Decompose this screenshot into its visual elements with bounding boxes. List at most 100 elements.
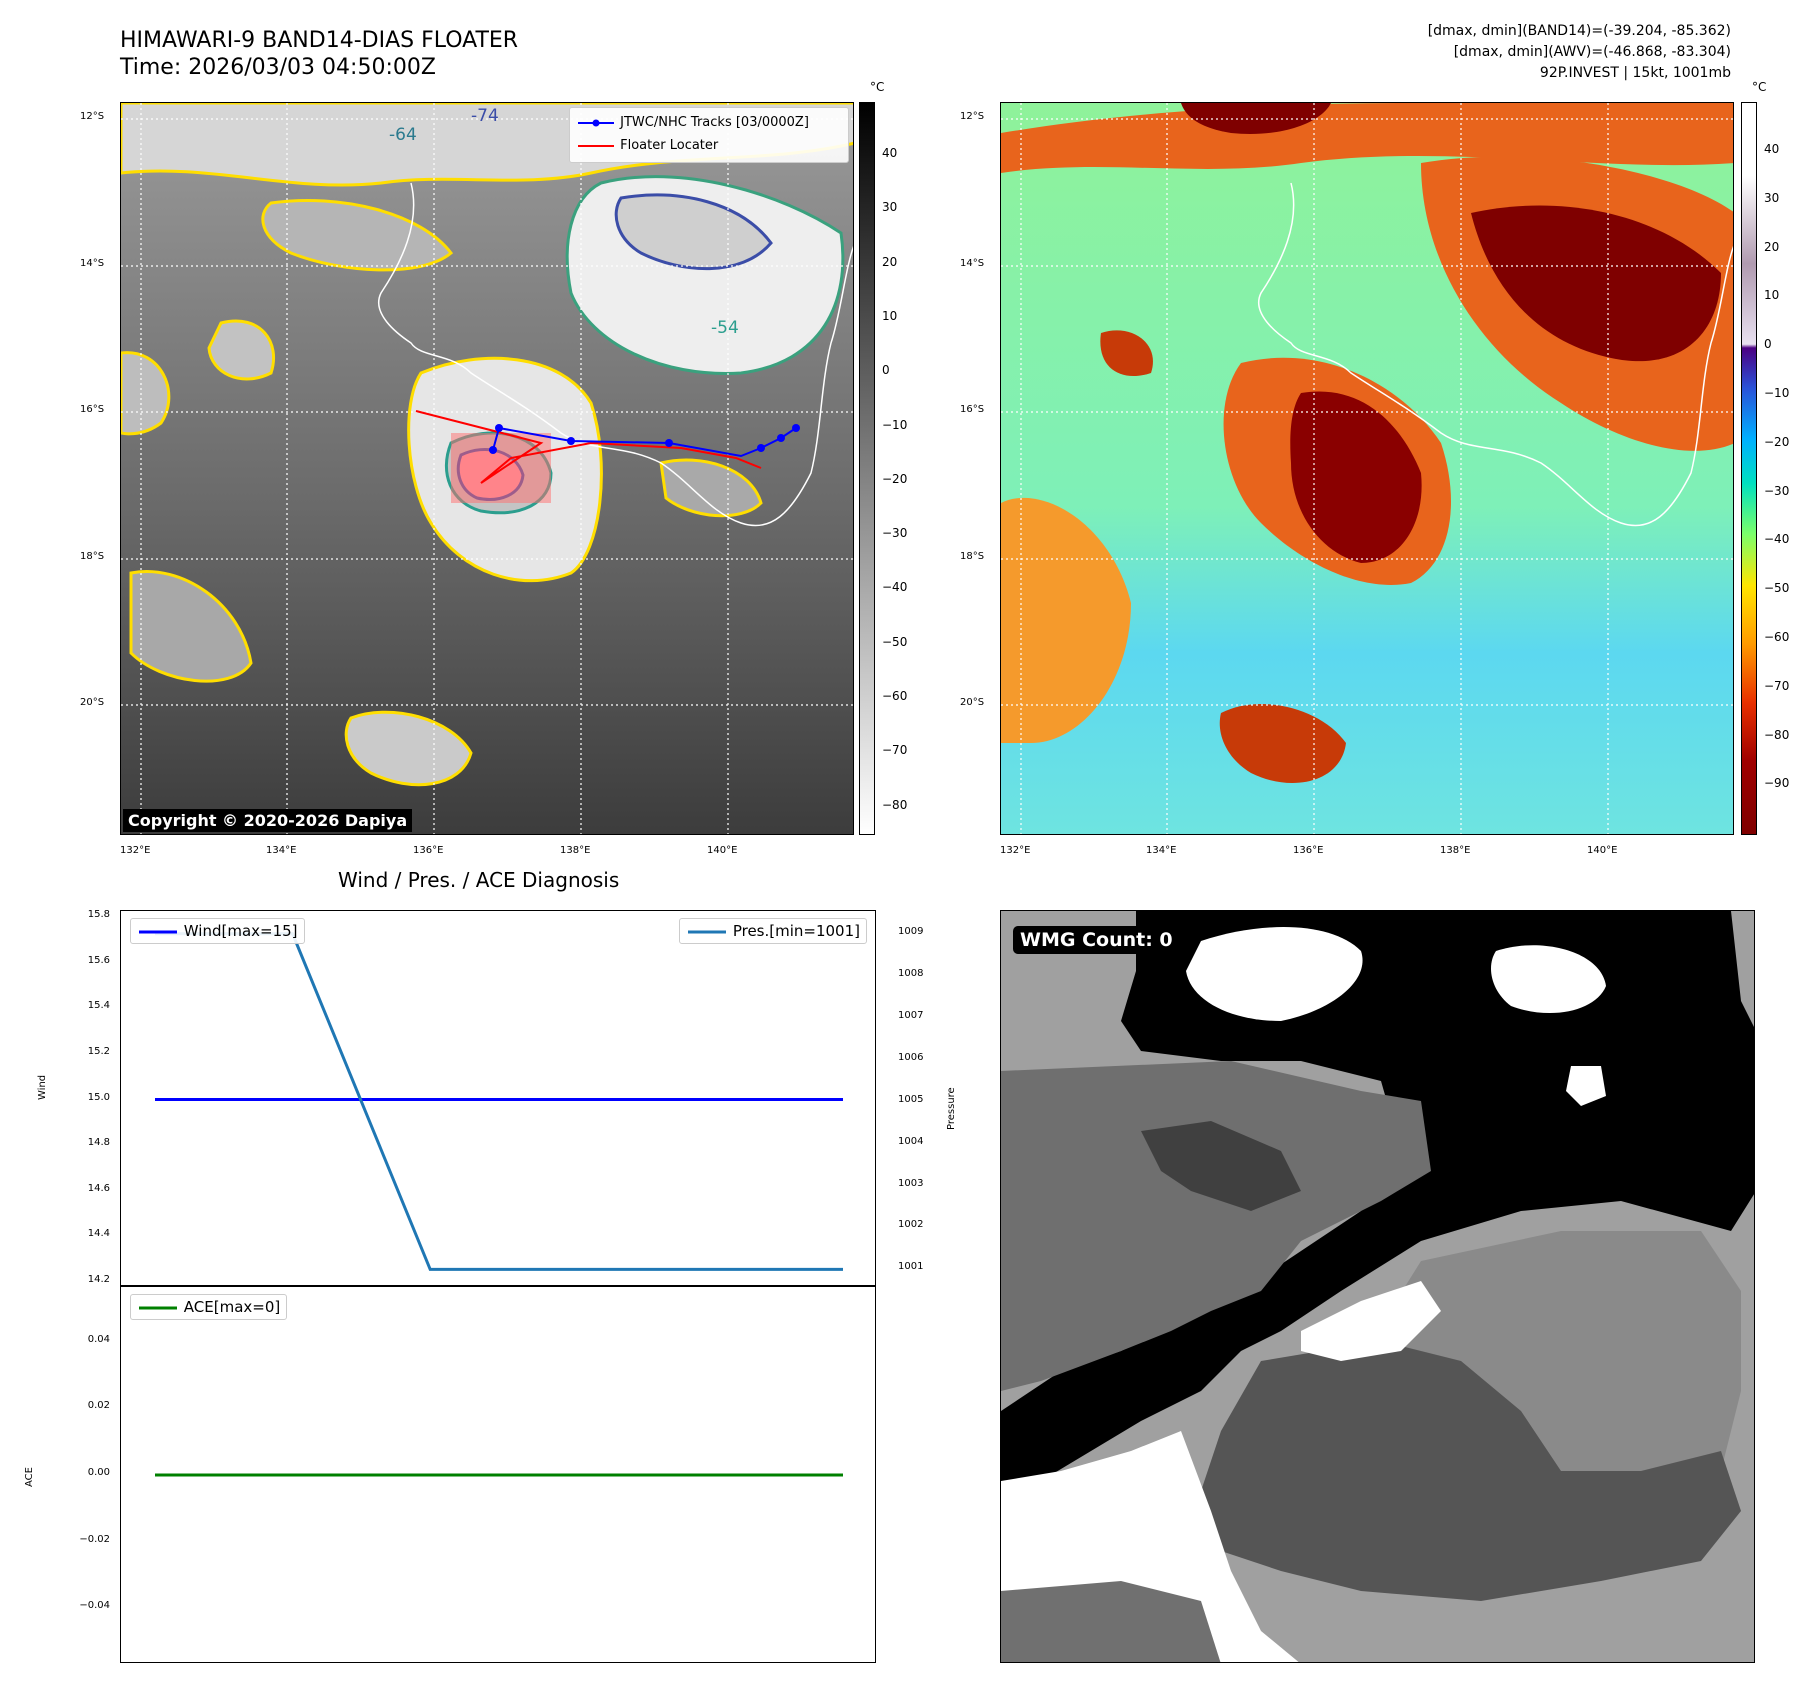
ace-legend-swatch bbox=[139, 1306, 177, 1309]
colorbar-right-tick-2: 20 bbox=[1764, 239, 1780, 254]
cloud-patch-s bbox=[344, 710, 473, 787]
lat-label-16s: 16°S bbox=[80, 404, 105, 415]
awv-map-canvas bbox=[1001, 103, 1733, 834]
map-legend: JTWC/NHC Tracks [03/0000Z] Floater Locat… bbox=[569, 107, 849, 163]
colorbar-right-tick-0: 40 bbox=[1764, 142, 1780, 156]
wmg-black-region bbox=[1001, 911, 1754, 1501]
wmg-grey-region-sw bbox=[1001, 1581, 1221, 1662]
colorbar-left-tick-10: −60 bbox=[882, 689, 908, 703]
contour-label-1: -64 bbox=[389, 125, 417, 145]
pressure-tick-4: 1005 bbox=[898, 1093, 924, 1105]
wind-tick-0: 15.8 bbox=[87, 909, 110, 920]
colorbar-left-tick-8: −40 bbox=[882, 580, 908, 595]
wmg-panel[interactable]: WMG Count: 0 bbox=[1000, 910, 1755, 1663]
pressure-legend: Pres.[min=1001] bbox=[679, 918, 867, 944]
awv-lat-label-16s: 16°S bbox=[960, 404, 985, 415]
moist-region-sw bbox=[1001, 497, 1131, 743]
wind-tick-7: 14.4 bbox=[87, 1228, 110, 1240]
colorbar-right-tick-4: 0 bbox=[1764, 337, 1772, 352]
cloud-patch-nw bbox=[261, 199, 454, 272]
cold-top-ne bbox=[614, 193, 773, 271]
cloud-patch-e bbox=[659, 458, 763, 518]
pressure-axis-label: Pressure bbox=[946, 1087, 957, 1130]
figure-time: Time: 2026/03/03 04:50:00Z bbox=[120, 55, 436, 80]
awv-lon-label-136e: 136°E bbox=[1293, 845, 1324, 856]
awv-map-gridlines bbox=[1001, 103, 1733, 834]
legend-item-tracks: JTWC/NHC Tracks [03/0000Z] bbox=[576, 111, 842, 134]
wmg-count-label: WMG Count: 0 bbox=[1013, 926, 1180, 954]
pressure-tick-2: 1007 bbox=[898, 1009, 924, 1021]
ace-tick-4: −0.04 bbox=[79, 1600, 110, 1612]
floater-locater-track bbox=[415, 410, 762, 484]
colorbar-right-tick-10: −60 bbox=[1764, 630, 1790, 644]
lon-label-136e: 136°E bbox=[413, 845, 444, 856]
wind-legend-label: Wind[max=15] bbox=[183, 922, 298, 940]
colorbar-left-tick-4: 0 bbox=[882, 363, 890, 378]
pressure-tick-7: 1002 bbox=[898, 1219, 924, 1231]
floater-box bbox=[451, 433, 551, 503]
moist-band-north bbox=[1001, 103, 1733, 173]
awv-lon-label-134e: 134°E bbox=[1146, 845, 1177, 856]
awv-lat-label-12s: 12°S bbox=[960, 111, 985, 122]
wmg-white-cluster-2 bbox=[1491, 945, 1606, 1014]
wind-legend: Wind[max=15] bbox=[130, 918, 305, 944]
colorbar-left bbox=[859, 102, 875, 835]
colorbar-right-tick-5: −10 bbox=[1764, 386, 1790, 400]
map-gridlines bbox=[121, 103, 853, 834]
ace-tick-3: −0.02 bbox=[79, 1533, 110, 1545]
band14-map[interactable]: -64 -54 -74 JTWC/NHC Tracks [03/0000Z] F… bbox=[120, 102, 854, 835]
lat-label-20s: 20°S bbox=[80, 697, 105, 708]
pressure-legend-swatch bbox=[688, 930, 727, 933]
ace-panel[interactable]: ACE[max=0] bbox=[120, 1285, 876, 1663]
colorbar-left-unit: °C bbox=[870, 80, 885, 94]
wind-pressure-plot bbox=[155, 932, 843, 1271]
wmg-white-cluster-1 bbox=[1186, 927, 1363, 1021]
wind-legend-swatch bbox=[139, 930, 177, 933]
colorbar-right-tick-9: −50 bbox=[1764, 581, 1790, 596]
pressure-series-line bbox=[155, 932, 843, 1271]
band14-map-canvas: -64 -54 -74 bbox=[121, 103, 853, 834]
moist-patch-w bbox=[1100, 330, 1153, 377]
colorbar-left-tick-12: −80 bbox=[882, 797, 908, 812]
cloud-patch-w1 bbox=[207, 319, 276, 381]
awv-lon-label-138e: 138°E bbox=[1440, 845, 1471, 856]
awv-map[interactable] bbox=[1000, 102, 1734, 835]
jtwc-track-points bbox=[489, 424, 800, 454]
awv-lat-label-14s: 14°S bbox=[960, 258, 985, 269]
colorbar-left-tick-9: −50 bbox=[882, 634, 908, 649]
wind-tick-3: 15.2 bbox=[87, 1045, 110, 1057]
cloud-patch-sw bbox=[129, 570, 253, 683]
wmg-white-cluster-3 bbox=[1566, 1066, 1606, 1106]
colorbar-right-tick-13: −90 bbox=[1764, 776, 1790, 791]
ace-axis-label: ACE bbox=[24, 1467, 35, 1487]
colorbar-left-tick-7: −30 bbox=[882, 526, 908, 541]
pressure-tick-1: 1008 bbox=[898, 967, 924, 979]
wind-axis-label: Wind bbox=[37, 1074, 48, 1100]
lon-label-138e: 138°E bbox=[560, 845, 591, 856]
colorbar-right-tick-1: 30 bbox=[1764, 190, 1780, 205]
ace-tick-2: 0.00 bbox=[87, 1467, 110, 1478]
wind-pressure-panel[interactable]: Wind[max=15] Pres.[min=1001] bbox=[120, 910, 876, 1287]
colorbar-right-tick-8: −40 bbox=[1764, 532, 1790, 547]
lat-label-12s: 12°S bbox=[80, 111, 105, 122]
colorbar-left-tick-5: −10 bbox=[882, 417, 908, 432]
copyright-label: Copyright © 2020-2026 Dapiya bbox=[123, 809, 413, 832]
colorbar-right-tick-6: −20 bbox=[1764, 434, 1790, 449]
wmg-dark-region bbox=[1141, 1121, 1301, 1211]
colorbar-left-tick-1: 30 bbox=[882, 200, 898, 215]
moist-core-ne bbox=[1471, 205, 1721, 362]
pressure-tick-3: 1006 bbox=[898, 1051, 924, 1063]
ace-plot bbox=[155, 1473, 843, 1477]
ace-tick-1: 0.02 bbox=[87, 1400, 110, 1412]
colorbar-right-tick-12: −80 bbox=[1764, 727, 1790, 742]
dmax-band14: [dmax, dmin](BAND14)=(-39.204, -85.362) bbox=[1427, 23, 1731, 39]
wind-tick-1: 15.6 bbox=[87, 954, 110, 966]
lon-label-132e: 132°E bbox=[120, 845, 151, 856]
wind-tick-6: 14.6 bbox=[87, 1182, 110, 1194]
lat-label-14s: 14°S bbox=[80, 258, 105, 269]
wmg-grey-region-3 bbox=[1201, 1341, 1741, 1601]
legend-tracks-label: JTWC/NHC Tracks [03/0000Z] bbox=[620, 115, 809, 130]
pressure-legend-label: Pres.[min=1001] bbox=[732, 922, 860, 940]
diagnosis-title: Wind / Pres. / ACE Diagnosis bbox=[338, 868, 620, 892]
legend-item-floater: Floater Locater bbox=[576, 134, 842, 157]
